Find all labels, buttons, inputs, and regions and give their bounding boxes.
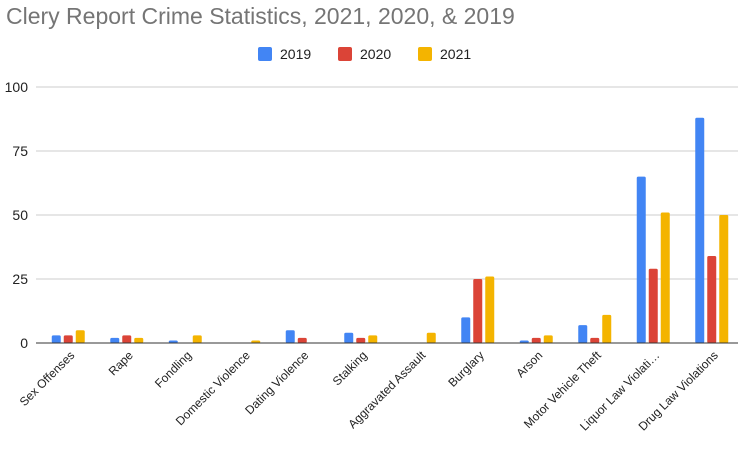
bar-2019-0 [51,335,61,343]
bar-2020-4 [297,337,307,343]
legend-label: 2019 [280,46,311,62]
y-tick-label: 0 [20,335,28,351]
legend-label: 2020 [360,46,391,62]
bar-2021-8 [543,335,553,343]
bar-2020-5 [356,337,366,343]
bar-2021-3 [251,340,261,343]
bar-2019-10 [636,176,646,343]
bars [51,117,729,343]
chart-legend: 2019 2020 2021 [258,46,471,62]
bar-2020-7 [473,279,483,343]
x-tick-label: Rape [106,348,136,378]
gridlines [36,86,738,280]
legend-label: 2021 [440,46,471,62]
bar-2020-11 [707,255,717,343]
bar-2020-0 [63,335,73,343]
x-tick-label: Sex Offenses [17,348,78,409]
bar-2019-11 [695,117,705,343]
bar-2019-2 [168,340,178,343]
bar-2021-10 [660,212,670,343]
x-tick-label: Stalking [330,348,370,388]
bar-2019-1 [110,337,120,343]
bar-2020-8 [531,337,541,343]
bar-2021-1 [134,337,144,343]
x-tick-label: Fondling [152,348,194,390]
x-tick-label: Dating Violence [242,348,311,417]
legend-swatch-2020 [338,47,352,61]
y-tick-label: 75 [12,143,28,159]
legend-swatch-2019 [258,47,272,61]
bar-2019-9 [578,325,588,343]
bar-2019-7 [461,317,471,343]
legend-swatch-2021 [418,47,432,61]
chart-title: Clery Report Crime Statistics, 2021, 202… [6,3,515,29]
bar-2021-5 [368,335,378,343]
y-tick-label: 50 [12,207,28,223]
y-tick-label: 100 [5,79,29,95]
bar-2021-11 [719,215,729,343]
x-tick-label: Arson [513,348,545,380]
x-tick-label: Burglary [445,348,486,389]
bar-2021-7 [485,276,495,343]
bar-2021-0 [75,330,85,343]
bar-2019-5 [344,332,354,343]
bar-2020-10 [648,268,658,343]
y-tick-label: 25 [12,271,28,287]
bar-2019-4 [285,330,295,343]
bar-2021-9 [602,314,612,343]
bar-2020-1 [122,335,132,343]
bar-2021-6 [426,332,436,343]
bar-2020-9 [590,337,600,343]
y-axis-ticks: 0 25 50 75 100 [5,79,29,351]
bar-2019-8 [519,340,529,343]
bar-2021-2 [192,335,202,343]
